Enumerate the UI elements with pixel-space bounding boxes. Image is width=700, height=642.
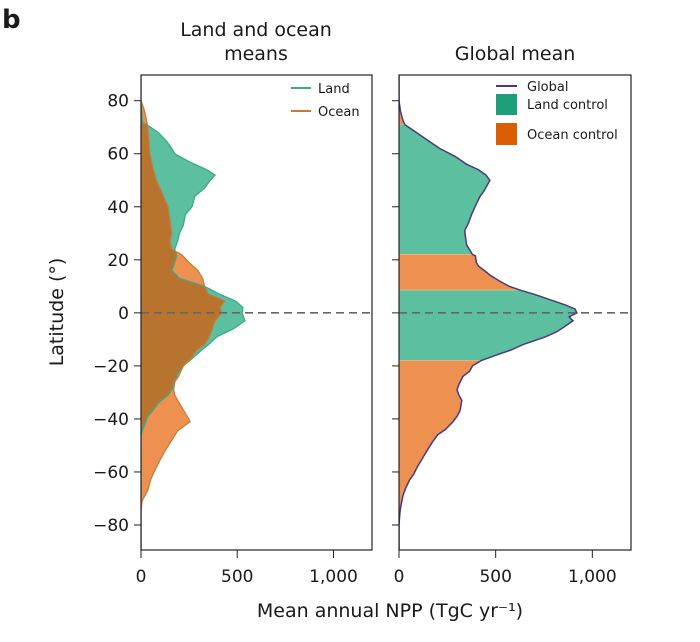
left-legend: Land Ocean (291, 82, 360, 120)
x-tick-label: 0 (394, 567, 405, 587)
ocean-control-band (399, 254, 577, 291)
right-title: Global mean (455, 43, 576, 65)
y-tick-label: 80 (107, 92, 129, 112)
legend-land-control-swatch (496, 94, 517, 115)
ocean-control-band (399, 360, 577, 550)
x-axis-label: Mean annual NPP (TgC yr⁻¹) (257, 600, 523, 622)
left-x-axis: 0 500 1,000 (136, 550, 358, 587)
left-y-axis: 80 60 40 20 0 −20 −40 −60 −80 (93, 92, 141, 536)
ocean-line (141, 75, 226, 550)
land-control-band (399, 290, 577, 361)
y-axis-label: Latitude (°) (46, 258, 68, 367)
global-mean-panel: Global mean 0 500 1,000 Global Land contro… (392, 43, 632, 587)
right-x-axis: 0 500 1,000 (394, 550, 617, 587)
legend-global-label: Global (527, 80, 568, 95)
land-ocean-panel: Land and ocean means 80 60 40 20 0 −20 −40 −60 −… (93, 19, 373, 587)
y-tick-label: −40 (93, 410, 129, 430)
y-tick-label: 20 (107, 251, 129, 271)
legend-land-control-label: Land control (527, 98, 608, 113)
left-title-line-1: Land and ocean (180, 19, 332, 41)
right-legend: Global Land control Ocean control (496, 80, 618, 145)
y-tick-label: −80 (93, 516, 129, 536)
panel-label: b (2, 5, 21, 35)
legend-ocean-control-swatch (496, 123, 517, 145)
right-plot-area (399, 75, 631, 550)
global-line (399, 75, 578, 550)
land-line (141, 100, 246, 550)
left-title-line-2: means (224, 43, 288, 65)
x-tick-label: 0 (136, 567, 147, 587)
y-tick-label: −20 (93, 357, 129, 377)
legend-ocean-control-label: Ocean control (527, 128, 618, 143)
legend-ocean-label: Ocean (318, 105, 360, 120)
y-tick-label: −60 (93, 463, 129, 483)
y-tick-label: 0 (118, 304, 129, 324)
legend-land-label: Land (318, 82, 350, 97)
x-tick-label: 1,000 (309, 567, 358, 587)
x-tick-label: 1,000 (568, 567, 617, 587)
y-tick-label: 40 (107, 198, 129, 218)
left-plot-area (141, 75, 372, 550)
y-tick-label: 60 (107, 145, 129, 165)
x-tick-label: 500 (221, 567, 253, 587)
right-y-axis (392, 100, 399, 526)
x-tick-label: 500 (479, 567, 511, 587)
